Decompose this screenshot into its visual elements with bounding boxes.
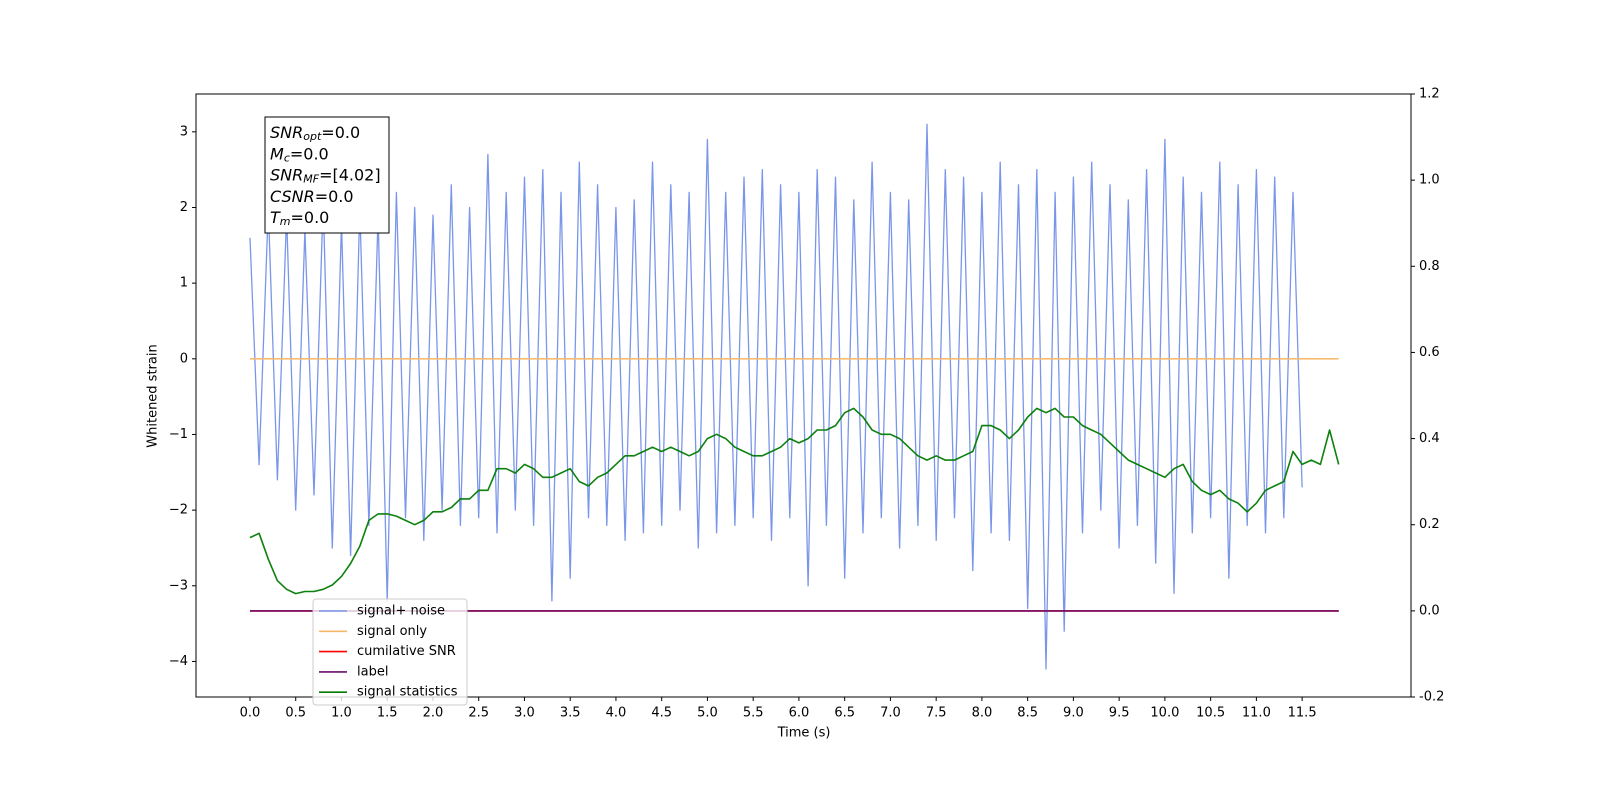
x-tick-label: 5.0 <box>697 706 718 721</box>
x-tick-label: 3.0 <box>514 706 535 721</box>
x-tick-label: 5.5 <box>743 706 764 721</box>
series-line <box>249 123 1303 670</box>
annotation-rest: =0.0 <box>315 186 354 205</box>
y-axis-label: Whitened strain <box>146 344 161 447</box>
x-tick-label: 9.5 <box>1109 706 1130 721</box>
annotation-sub: MF <box>303 173 319 186</box>
y-tick-label: 2 <box>180 200 188 215</box>
y-tick-label: −3 <box>169 578 188 593</box>
x-tick-label: 6.5 <box>834 706 855 721</box>
x-tick-label: 8.0 <box>972 706 993 721</box>
y2-tick-label: 0.0 <box>1419 603 1440 618</box>
annotation: SNRopt=0.0 <box>270 123 360 144</box>
y-tick-label: −1 <box>169 427 188 442</box>
annotation-main: SNR <box>270 123 303 142</box>
annotation-rest: =[4.02] <box>319 165 381 184</box>
x-tick-label: 7.5 <box>926 706 947 721</box>
x-tick-label: 0.0 <box>240 706 261 721</box>
x-tick-label: 11.5 <box>1288 706 1317 721</box>
x-tick-label: 1.5 <box>377 706 398 721</box>
x-tick-label: 10.0 <box>1150 706 1179 721</box>
x-tick-label: 8.5 <box>1017 706 1038 721</box>
y-tick-label: 0 <box>180 351 188 366</box>
y2-tick-label: 0.2 <box>1419 517 1440 532</box>
annotation-sub: m <box>280 215 291 228</box>
annotation-main: CSNR <box>270 186 315 205</box>
annotation-rest: =0.0 <box>321 123 360 142</box>
x-tick-label: 4.5 <box>651 706 672 721</box>
x-tick-label: 9.0 <box>1063 706 1084 721</box>
legend-label: label <box>357 664 388 679</box>
annotation-main: SNR <box>270 165 303 184</box>
x-axis-label: Time (s) <box>777 726 831 741</box>
legend-box <box>312 598 468 706</box>
y2-tick-label: 1.2 <box>1419 87 1440 102</box>
x-tick-label: 4.0 <box>606 706 627 721</box>
annotation-rest: =0.0 <box>290 144 329 163</box>
x-tick-label: 11.0 <box>1242 706 1271 721</box>
y2-tick-label: 0.6 <box>1419 345 1440 360</box>
x-tick-label: 3.5 <box>560 706 581 721</box>
legend-label: signal+ noise <box>357 604 445 619</box>
plot-frame <box>195 93 1412 698</box>
x-tick-label: 6.0 <box>789 706 810 721</box>
x-tick-label: 1.0 <box>331 706 352 721</box>
annotation-main: M <box>270 144 284 163</box>
y2-tick-label: 0.8 <box>1419 259 1440 274</box>
annotation-main: T <box>270 208 281 227</box>
legend-label: cumilative SNR <box>357 644 456 659</box>
annotation: Tm=0.0 <box>270 208 329 229</box>
legend-label: signal statistics <box>357 685 458 700</box>
y2-tick-label: 0.4 <box>1419 431 1440 446</box>
y-tick-label: 1 <box>180 276 188 291</box>
legend-label: signal only <box>357 624 427 639</box>
annotation-box <box>264 116 390 234</box>
y-tick-label: 3 <box>180 124 188 139</box>
annotation: CSNR=0.0 <box>270 186 354 205</box>
y-tick-label: −4 <box>169 654 188 669</box>
y2-tick-label: 1.0 <box>1419 173 1440 188</box>
x-tick-label: 0.5 <box>285 706 306 721</box>
annotation-rest: =0.0 <box>291 208 330 227</box>
annotation: SNRMF=[4.02] <box>270 165 381 186</box>
y2-tick-label: -0.2 <box>1419 690 1444 705</box>
x-tick-label: 10.5 <box>1196 706 1225 721</box>
x-tick-label: 2.0 <box>423 706 444 721</box>
annotation: Mc=0.0 <box>270 144 329 165</box>
x-tick-label: 7.0 <box>880 706 901 721</box>
series-line <box>249 407 1340 595</box>
annotation-sub: opt <box>303 130 322 143</box>
x-tick-label: 2.5 <box>468 706 489 721</box>
annotation-sub: c <box>284 151 290 164</box>
y-tick-label: −2 <box>169 503 188 518</box>
